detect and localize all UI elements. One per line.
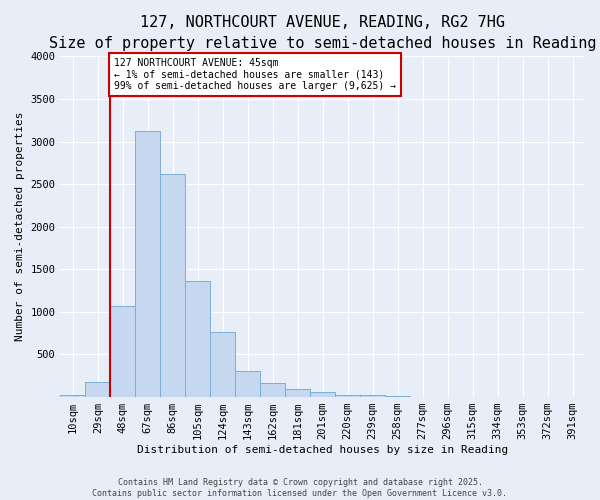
Bar [61,396,85,397]
Bar [210,332,235,397]
Text: 127 NORTHCOURT AVENUE: 45sqm
← 1% of semi-detached houses are smaller (143)
99% : 127 NORTHCOURT AVENUE: 45sqm ← 1% of sem… [114,58,396,91]
Y-axis label: Number of semi-detached properties: Number of semi-detached properties [15,112,25,342]
Bar [85,382,110,397]
Bar [235,370,260,397]
Bar [185,281,210,397]
Bar [385,396,410,397]
Bar [335,394,360,397]
Bar [310,392,335,397]
Bar [110,306,136,397]
Bar [285,390,310,397]
Title: 127, NORTHCOURT AVENUE, READING, RG2 7HG
Size of property relative to semi-detac: 127, NORTHCOURT AVENUE, READING, RG2 7HG… [49,15,596,51]
Text: Contains HM Land Registry data © Crown copyright and database right 2025.
Contai: Contains HM Land Registry data © Crown c… [92,478,508,498]
Bar [136,132,160,397]
Bar [160,174,185,397]
Bar [260,384,285,397]
X-axis label: Distribution of semi-detached houses by size in Reading: Distribution of semi-detached houses by … [137,445,508,455]
Bar [360,396,385,397]
